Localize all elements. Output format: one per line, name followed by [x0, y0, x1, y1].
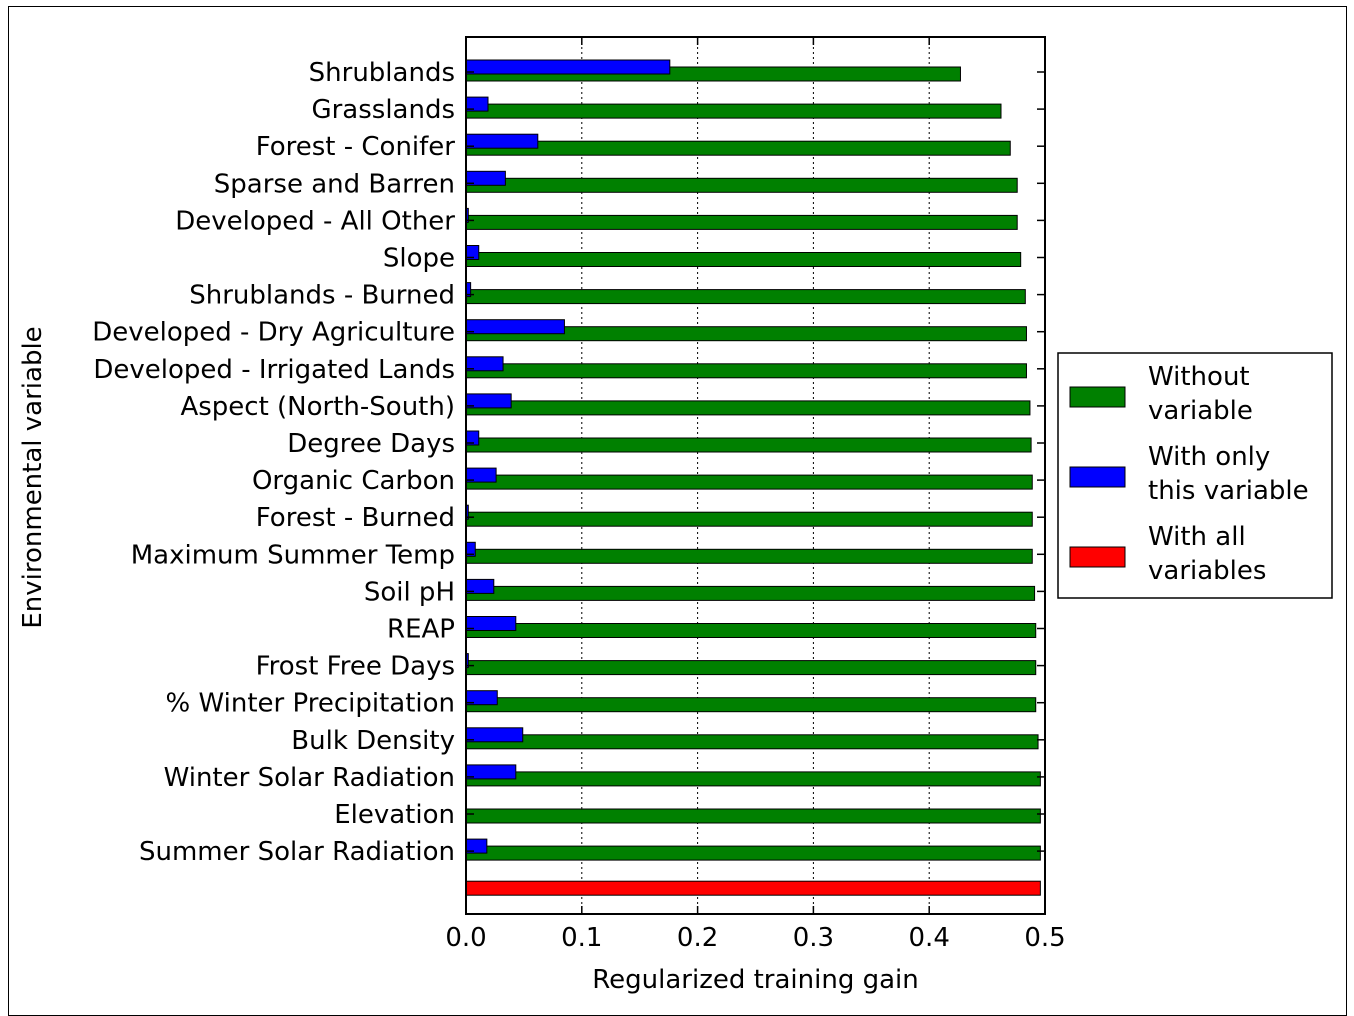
category-label: Shrublands [309, 58, 455, 88]
axis-ticks [465, 37, 1046, 914]
x-tick-label: 0.2 [677, 923, 718, 953]
bar-without-variable [465, 140, 1011, 156]
category-label: Summer Solar Radiation [139, 837, 455, 867]
legend-label-line1: Without [1148, 362, 1250, 392]
bar-without-variable [465, 252, 1022, 267]
bar-without-variable [465, 585, 1036, 601]
legend-label-line1: With only [1148, 442, 1270, 472]
bar-without-variable [465, 400, 1031, 416]
category-label: Developed - All Other [175, 206, 455, 236]
category-label: Frost Free Days [256, 652, 455, 682]
bar-without-variable [465, 623, 1037, 638]
bar-with-only-this-variable [465, 133, 539, 149]
category-label: REAP [387, 615, 455, 645]
legend-swatch [1069, 546, 1126, 568]
bar-without-variable [465, 548, 1033, 564]
bar-without-variable [465, 771, 1041, 787]
bar-with-only-this-variable [465, 727, 524, 743]
legend-swatch [1069, 466, 1126, 488]
category-label: Forest - Conifer [256, 132, 456, 162]
category-label: Degree Days [287, 429, 455, 459]
bar-without-variable [465, 474, 1033, 490]
category-label: Winter Solar Radiation [164, 763, 455, 793]
bar-with-only-this-variable [465, 59, 671, 75]
legend-label-line2: this variable [1148, 476, 1309, 506]
bar-with-only-this-variable [465, 319, 565, 335]
category-label: % Winter Precipitation [166, 689, 455, 719]
bar-without-variable [465, 511, 1033, 527]
bar-without-variable [465, 289, 1026, 305]
category-label: Developed - Dry Agriculture [92, 318, 455, 348]
category-label: Sparse and Barren [214, 169, 455, 199]
legend: Without variable With only this variable Wit… [1057, 352, 1333, 599]
bar-without-variable [465, 660, 1037, 676]
category-label: Developed - Irrigated Lands [93, 355, 455, 385]
plot-area-frame [465, 36, 1046, 915]
bar-without-variable [465, 734, 1039, 750]
category-label: Soil pH [364, 577, 455, 607]
bar-without-variable [465, 177, 1018, 193]
bar-without-variable [465, 103, 1002, 119]
bar-with-all-variables [465, 880, 1041, 896]
category-label: Forest - Burned [256, 503, 455, 533]
category-label: Shrublands - Burned [189, 281, 455, 311]
y-axis-label: Environmental variable [18, 326, 48, 628]
x-axis-label: Regularized training gain [592, 965, 919, 995]
legend-label-line2: variable [1148, 396, 1253, 426]
category-label: Organic Carbon [252, 466, 455, 496]
category-label: Elevation [334, 800, 455, 830]
bar-without-variable [465, 363, 1027, 379]
x-tick-label: 0.3 [793, 923, 834, 953]
x-tick-label: 0.5 [1024, 923, 1065, 953]
category-label: Maximum Summer Temp [131, 540, 455, 570]
bars [465, 59, 1041, 896]
legend-label-line1: With all [1148, 522, 1246, 552]
bar-without-variable [465, 845, 1041, 861]
category-label: Aspect (North-South) [180, 392, 455, 422]
bar-without-variable [465, 437, 1032, 453]
x-tick-labels: 0.0 0.1 0.2 0.3 0.4 0.5 [445, 923, 1065, 953]
bar-without-variable [465, 808, 1041, 824]
category-label: Bulk Density [291, 726, 455, 756]
legend-label-line2: variables [1148, 556, 1266, 586]
x-tick-label: 0.1 [561, 923, 602, 953]
x-tick-label: 0.0 [445, 923, 486, 953]
category-labels: Shrublands Grasslands Forest - Conifer Spar… [92, 58, 455, 867]
x-tick-label: 0.4 [909, 923, 950, 953]
legend-swatch [1069, 386, 1126, 408]
category-label: Grasslands [311, 95, 455, 125]
bar-without-variable [465, 214, 1018, 230]
category-label: Slope [383, 244, 455, 274]
bar-without-variable [465, 697, 1037, 713]
